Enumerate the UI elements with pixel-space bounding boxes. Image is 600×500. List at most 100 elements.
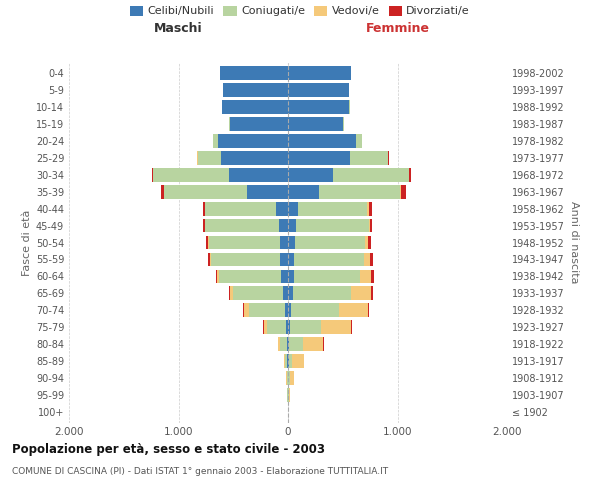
Bar	[350, 150, 388, 164]
Bar	[164, 184, 247, 198]
Bar	[295, 252, 364, 266]
Bar	[244, 304, 248, 318]
Bar	[223, 100, 288, 114]
Bar	[361, 270, 371, 283]
Bar	[223, 82, 288, 96]
Bar	[248, 304, 285, 318]
Bar	[365, 236, 368, 250]
Y-axis label: Fasce di età: Fasce di età	[22, 210, 32, 276]
Bar	[152, 168, 153, 181]
Bar	[213, 134, 218, 147]
Bar	[369, 202, 371, 215]
Bar	[288, 100, 349, 114]
Bar	[367, 202, 369, 215]
Bar	[229, 116, 230, 130]
Bar	[322, 320, 351, 334]
Bar	[288, 66, 351, 80]
Bar	[211, 252, 280, 266]
Bar	[288, 218, 296, 232]
Text: Maschi: Maschi	[154, 22, 203, 35]
Bar	[289, 372, 290, 386]
Bar	[295, 236, 365, 250]
Bar	[351, 320, 352, 334]
Bar	[291, 304, 339, 318]
Bar	[289, 388, 290, 402]
Bar	[217, 270, 219, 283]
Bar	[339, 304, 368, 318]
Bar	[288, 252, 295, 266]
Bar	[230, 286, 233, 300]
Bar	[371, 286, 373, 300]
Bar	[218, 134, 288, 147]
Text: Popolazione per età, sesso e stato civile - 2003: Popolazione per età, sesso e stato civil…	[12, 442, 325, 456]
Bar	[205, 202, 276, 215]
Bar	[267, 320, 286, 334]
Bar	[303, 338, 323, 351]
Bar	[288, 150, 350, 164]
Bar	[288, 320, 290, 334]
Bar	[220, 66, 288, 80]
Bar	[343, 116, 344, 130]
Bar	[230, 116, 288, 130]
Bar	[154, 168, 229, 181]
Bar	[289, 338, 303, 351]
Bar	[290, 372, 295, 386]
Bar	[280, 338, 287, 351]
Bar	[278, 218, 288, 232]
Bar	[205, 218, 278, 232]
Bar	[285, 354, 287, 368]
Text: Femmine: Femmine	[365, 22, 430, 35]
Bar	[371, 270, 374, 283]
Bar	[289, 354, 292, 368]
Bar	[280, 236, 288, 250]
Bar	[333, 168, 409, 181]
Bar	[219, 270, 281, 283]
Bar	[281, 270, 288, 283]
Bar	[203, 218, 205, 232]
Y-axis label: Anni di nascita: Anni di nascita	[569, 201, 579, 284]
Bar	[286, 320, 288, 334]
Bar	[276, 202, 288, 215]
Bar	[280, 252, 288, 266]
Bar	[221, 150, 288, 164]
Bar	[216, 270, 217, 283]
Bar	[264, 320, 267, 334]
Bar	[288, 202, 298, 215]
Bar	[350, 286, 371, 300]
Bar	[206, 236, 208, 250]
Bar	[401, 184, 406, 198]
Bar	[292, 354, 304, 368]
Text: COMUNE DI CASCINA (PI) - Dati ISTAT 1° gennaio 2003 - Elaborazione TUTTITALIA.IT: COMUNE DI CASCINA (PI) - Dati ISTAT 1° g…	[12, 468, 388, 476]
Bar	[283, 286, 288, 300]
Bar	[288, 168, 333, 181]
Bar	[288, 304, 291, 318]
Bar	[290, 320, 322, 334]
Bar	[284, 354, 285, 368]
Bar	[247, 184, 288, 198]
Bar	[203, 202, 205, 215]
Bar	[278, 338, 280, 351]
Bar	[364, 252, 370, 266]
Bar	[288, 82, 349, 96]
Bar	[287, 338, 288, 351]
Bar	[296, 218, 369, 232]
Bar	[288, 270, 293, 283]
Bar	[288, 134, 356, 147]
Bar	[319, 184, 400, 198]
Bar	[229, 168, 288, 181]
Bar	[369, 218, 370, 232]
Bar	[370, 218, 373, 232]
Bar	[285, 304, 288, 318]
Bar	[288, 354, 289, 368]
Bar	[197, 150, 221, 164]
Bar	[288, 116, 343, 130]
Legend: Celibi/Nubili, Coniugati/e, Vedovi/e, Divorziati/e: Celibi/Nubili, Coniugati/e, Vedovi/e, Di…	[130, 6, 470, 16]
Bar	[233, 286, 283, 300]
Bar	[368, 236, 371, 250]
Bar	[370, 252, 373, 266]
Bar	[288, 184, 319, 198]
Bar	[288, 286, 293, 300]
Bar	[243, 304, 244, 318]
Bar	[298, 202, 367, 215]
Bar	[368, 304, 369, 318]
